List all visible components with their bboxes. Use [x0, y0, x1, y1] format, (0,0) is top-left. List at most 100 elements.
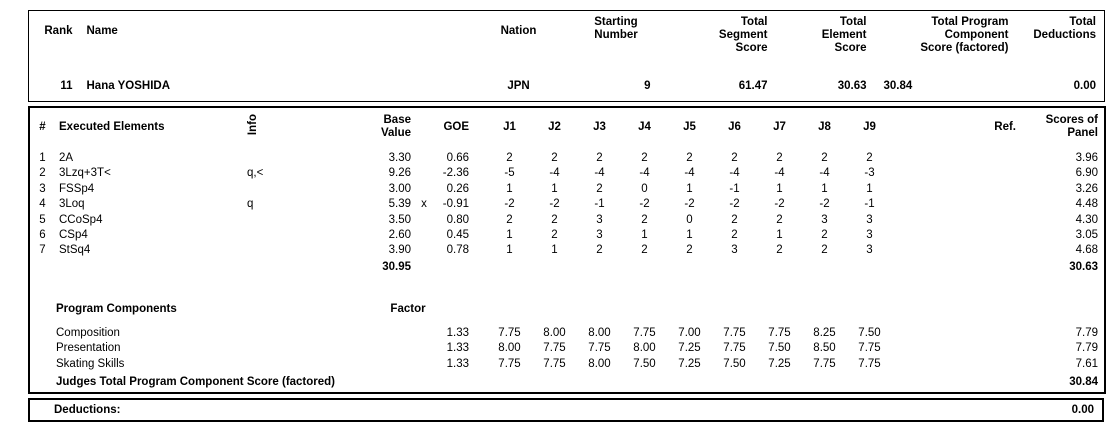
total-element-score-panel: 30.63	[1069, 260, 1098, 273]
element-goe: 0.78	[446, 244, 469, 257]
component-panel-score: 7.61	[1075, 357, 1098, 370]
component-panel-score: 7.79	[1075, 326, 1098, 339]
element-base-value: 3.90	[388, 244, 411, 257]
component-name: Presentation	[56, 342, 121, 355]
judge-score: -2	[729, 198, 740, 211]
judge-score: 7.25	[678, 342, 701, 355]
deductions-value: 0.00	[1071, 403, 1094, 416]
element-x-marker	[414, 228, 434, 243]
element-name: 2A	[59, 152, 74, 164]
judge-score: 1	[641, 229, 648, 242]
judge-9-header: J9	[863, 120, 876, 133]
element-x-marker	[414, 243, 434, 258]
judge-score: 2	[731, 213, 738, 226]
judge-score: 1	[506, 229, 513, 242]
judge-score: 7.75	[858, 357, 881, 370]
component-ref-cell	[892, 326, 1019, 341]
element-ref-cell	[892, 182, 1019, 197]
judge-score: 2	[776, 152, 783, 164]
element-panel-score: 3.05	[1075, 229, 1098, 242]
judge-score: 2	[776, 213, 783, 226]
judges-total-row: Judges Total Program Component Score (fa…	[29, 372, 1105, 394]
judge-score: 7.75	[543, 357, 566, 370]
judge-score: -2	[549, 198, 560, 211]
spacer-row	[29, 275, 1105, 300]
element-x-marker	[414, 213, 434, 228]
judge-score: 1	[506, 182, 513, 195]
element-panel-score: 3.96	[1075, 152, 1098, 164]
scores-of-panel-header: Scores of Panel	[1045, 114, 1098, 139]
judge-score: 7.75	[813, 357, 836, 370]
judge-4-header: J4	[638, 120, 651, 133]
judge-score: 2	[866, 152, 873, 164]
program-components-title: Program Components	[56, 302, 177, 315]
judge-score: 1	[776, 182, 783, 195]
spacer-cell	[29, 259, 329, 275]
element-panel-score: 6.90	[1075, 167, 1098, 180]
competitor-summary-table: Rank Name Nation Starting Number Total S…	[28, 10, 1105, 102]
judge-score: 2	[686, 152, 693, 164]
judge-score: 1	[776, 229, 783, 242]
judge-score: 3	[821, 213, 828, 226]
element-ref-cell	[892, 228, 1019, 243]
judge-score: 7.75	[498, 326, 521, 339]
judge-score: 2	[686, 244, 693, 257]
judges-details-table: # Executed Elements Info Base Value GOE …	[28, 106, 1106, 395]
judge-score: 2	[821, 152, 828, 164]
judge-score: 2	[596, 244, 603, 257]
rank-header: Rank	[44, 25, 73, 37]
element-goe: -0.91	[442, 198, 469, 211]
judge-score: 3	[731, 244, 738, 257]
judge-score: 7.75	[858, 342, 881, 355]
element-ref-cell	[892, 166, 1019, 181]
judge-score: 7.75	[543, 342, 566, 355]
judge-score: -2	[684, 198, 695, 211]
element-number: 5	[39, 213, 46, 226]
judge-score: -1	[729, 182, 740, 195]
element-name: FSSp4	[59, 182, 95, 195]
element-row-2: 2 3Lzq+3T< q,< 9.26 -2.36 -5 -4 -4 -4 -4…	[29, 166, 1105, 181]
base-value-header: Base Value	[380, 114, 411, 139]
element-goe: 0.66	[446, 152, 469, 164]
judge-score: 1	[866, 182, 873, 195]
elements-header-row: # Executed Elements Info Base Value GOE …	[29, 107, 1105, 146]
goe-header: GOE	[443, 120, 469, 133]
judge-score: 8.00	[543, 326, 566, 339]
judge-score: 2	[596, 152, 603, 164]
summary-header-row: Rank Name Nation Starting Number Total S…	[29, 11, 1105, 76]
judge-score: 2	[641, 152, 648, 164]
component-factor: 1.33	[446, 357, 469, 370]
component-row-presentation: Presentation 1.33 8.00 7.75 7.75 8.00 7.…	[29, 341, 1105, 356]
element-info: q	[247, 198, 254, 211]
competitor-rank: 11	[60, 80, 73, 92]
judge-score: 7.00	[678, 326, 701, 339]
elements-total-row: 30.95 30.63	[29, 259, 1105, 275]
judge-3-header: J3	[593, 120, 606, 133]
element-row-4: 4 3Loq q 5.39 x -0.91 -2 -2 -1 -2 -2 -2 …	[29, 197, 1105, 212]
judge-score: -3	[864, 167, 875, 180]
total-program-component-score-header: Total Program Component Score (factored)	[920, 16, 1009, 54]
element-goe: 0.45	[446, 229, 469, 242]
judge-score: 1	[506, 244, 513, 257]
element-info	[239, 146, 329, 166]
judge-score: 7.25	[678, 357, 701, 370]
element-name: StSq4	[59, 244, 91, 257]
judge-1-header: J1	[503, 120, 516, 133]
judge-score: 2	[506, 152, 513, 164]
judge-score: -4	[729, 167, 740, 180]
element-number: 3	[39, 182, 46, 195]
element-goe: 0.26	[446, 182, 469, 195]
judge-score: -4	[594, 167, 605, 180]
component-row-composition: Composition 1.33 7.75 8.00 8.00 7.75 7.0…	[29, 326, 1105, 341]
judge-score: 7.75	[768, 326, 791, 339]
element-info: q,<	[247, 167, 264, 180]
competitor-starting-number: 9	[644, 80, 651, 92]
element-row-5: 5 CCoSp4 3.50 0.80 2 2 3 2 0 2 2 3 3 4.3…	[29, 213, 1105, 228]
competitor-total-deductions: 0.00	[1073, 80, 1096, 92]
element-info	[239, 213, 329, 228]
element-x-marker	[414, 182, 434, 197]
judge-score: 7.50	[768, 342, 791, 355]
judge-score: 3	[866, 229, 873, 242]
element-x-marker	[414, 146, 434, 166]
element-row-1: 1 2A 3.30 0.66 2 2 2 2 2 2 2 2 2 3.96	[29, 146, 1105, 166]
